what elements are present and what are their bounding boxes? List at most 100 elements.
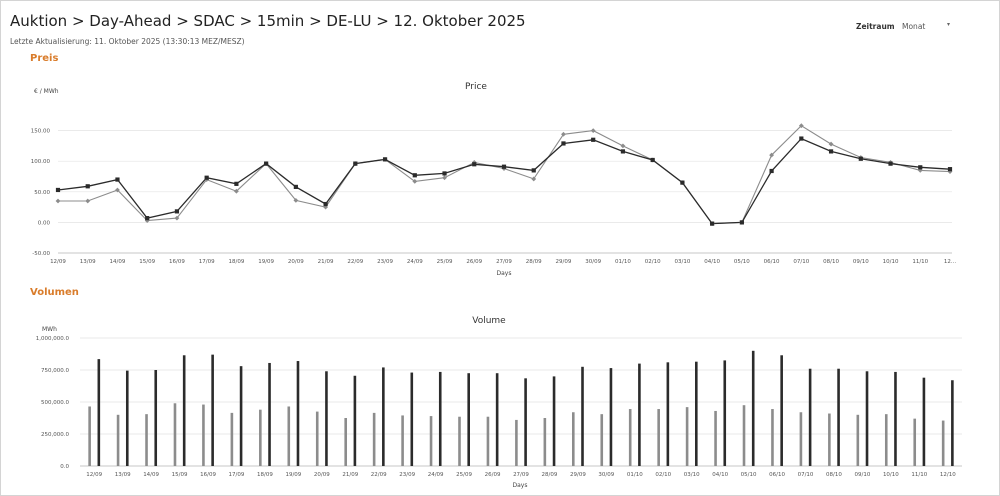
volume-bar-series-1: [515, 419, 518, 466]
volume-bar-series-1: [344, 418, 347, 466]
volume-bar-series-2: [695, 361, 698, 466]
volume-x-tick-label: 29/09: [570, 472, 586, 478]
volume-bar-series-1: [714, 410, 717, 466]
price-x-tick-label: 03/10: [674, 259, 690, 265]
volume-x-tick-label: 12/10: [940, 472, 956, 478]
volume-x-tick-label: 17/09: [229, 472, 245, 478]
volume-bar-series-2: [211, 354, 214, 466]
price-point-series-1: [442, 171, 447, 176]
price-point-series-1: [145, 216, 150, 221]
price-x-tick-label: 09/10: [853, 259, 869, 265]
volume-bar-series-1: [685, 407, 689, 466]
price-y-tick-label: 100.00: [31, 159, 51, 165]
volume-x-tick-label: 11/10: [911, 472, 927, 478]
price-point-series-1: [85, 184, 90, 189]
price-x-tick-label: 30/09: [585, 259, 601, 265]
price-point-series-2: [620, 143, 626, 149]
price-point-series-2: [561, 131, 566, 137]
volume-bar-series-2: [894, 371, 897, 466]
price-x-tick-label: 11/10: [912, 259, 928, 265]
price-point-series-1: [115, 177, 120, 182]
volume-bar-series-1: [486, 416, 490, 466]
volume-bar-series-1: [259, 409, 262, 466]
price-x-tick-label: 07/10: [793, 259, 809, 265]
price-y-tick-label: 50.00: [34, 190, 50, 196]
volume-bar-series-2: [951, 380, 954, 466]
caret-down-icon: ▾: [946, 21, 950, 28]
volume-bar-series-1: [287, 406, 291, 466]
price-x-tick-label: 17/09: [199, 259, 215, 265]
volume-section-title: Volumen: [30, 287, 79, 298]
volume-x-tick-label: 05/10: [741, 472, 757, 478]
price-point-series-2: [55, 198, 61, 204]
page-title: Auktion > Day-Ahead > SDAC > 15min > DE-…: [10, 12, 526, 30]
price-point-series-1: [531, 168, 536, 173]
price-point-series-1: [412, 173, 417, 178]
period-select[interactable]: Monat ▾: [898, 17, 954, 33]
volume-bar-series-2: [353, 375, 357, 466]
volume-y-tick-label: 250,000.0: [41, 432, 69, 438]
volume-x-tick-label: 15/09: [172, 472, 188, 478]
price-point-series-2: [590, 128, 596, 133]
price-point-series-2: [174, 215, 180, 221]
price-point-series-1: [650, 157, 655, 163]
volume-bar-series-2: [495, 373, 499, 466]
volume-bar-series-2: [552, 376, 556, 466]
price-x-tick-label: 25/09: [437, 259, 453, 265]
price-point-series-2: [769, 152, 774, 158]
price-point-series-1: [918, 165, 923, 170]
price-point-series-1: [264, 161, 269, 166]
volume-y-tick-label: 750,000.0: [41, 368, 69, 374]
volume-bar-series-1: [771, 409, 774, 466]
volume-bar-series-2: [581, 366, 584, 466]
price-x-tick-label: 01/10: [615, 259, 631, 265]
price-point-series-1: [382, 157, 388, 162]
volume-x-tick-label: 08/10: [826, 472, 842, 478]
price-point-series-1: [234, 181, 239, 186]
volume-bar-series-2: [666, 362, 670, 466]
volume-bar-series-2: [125, 370, 129, 466]
volume-bar-series-1: [657, 409, 660, 466]
volume-bar-series-2: [780, 355, 783, 466]
last-update-text: Letzte Aktualisierung: 11. Oktober 2025 …: [10, 37, 245, 46]
price-x-tick-label: 05/10: [734, 259, 750, 265]
price-x-tick-label: 22/09: [347, 259, 363, 265]
price-x-tick-label: 18/09: [228, 259, 244, 265]
volume-bar-series-1: [856, 414, 860, 466]
volume-x-tick-label: 26/09: [485, 472, 501, 478]
volume-bar-series-2: [609, 368, 613, 466]
volume-x-tick-label: 22/09: [371, 472, 387, 478]
volume-bar-series-1: [799, 412, 803, 466]
volume-bar-series-2: [239, 366, 243, 466]
volume-bar-series-1: [628, 409, 632, 466]
price-x-tick-label: 06/10: [764, 259, 780, 265]
price-point-series-1: [204, 175, 209, 180]
volume-x-tick-label: 01/10: [627, 472, 643, 478]
volume-x-tick-label: 03/10: [684, 472, 700, 478]
period-select-value: Monat: [902, 22, 926, 31]
price-x-tick-label: 27/09: [496, 259, 512, 265]
volume-x-tick-label: 21/09: [342, 472, 358, 478]
volume-bar-series-1: [145, 414, 148, 466]
price-x-tick-label: 10/10: [883, 259, 899, 265]
volume-y-tick-label: 0.0: [60, 464, 69, 470]
price-x-tick-label: 16/09: [169, 259, 185, 265]
volume-bar-series-1: [230, 412, 234, 466]
volume-bar-series-2: [438, 371, 442, 466]
volume-x-axis-label: Days: [513, 482, 528, 489]
volume-bar-series-2: [410, 372, 414, 466]
volume-x-tick-label: 27/09: [513, 472, 529, 478]
volume-x-tick-label: 24/09: [428, 472, 444, 478]
price-y-axis-label: € / MWh: [34, 88, 59, 95]
volume-bar-series-2: [723, 360, 727, 466]
period-label: Zeitraum: [856, 22, 895, 31]
price-point-series-2: [442, 175, 447, 181]
price-point-series-1: [293, 184, 298, 190]
price-y-tick-label: 150.00: [31, 129, 51, 135]
price-x-tick-label: 15/09: [139, 259, 155, 265]
volume-bar-series-1: [116, 414, 120, 466]
volume-x-tick-label: 14/09: [143, 472, 159, 478]
price-point-series-1: [55, 187, 61, 193]
price-chart-title: Price: [465, 82, 487, 92]
